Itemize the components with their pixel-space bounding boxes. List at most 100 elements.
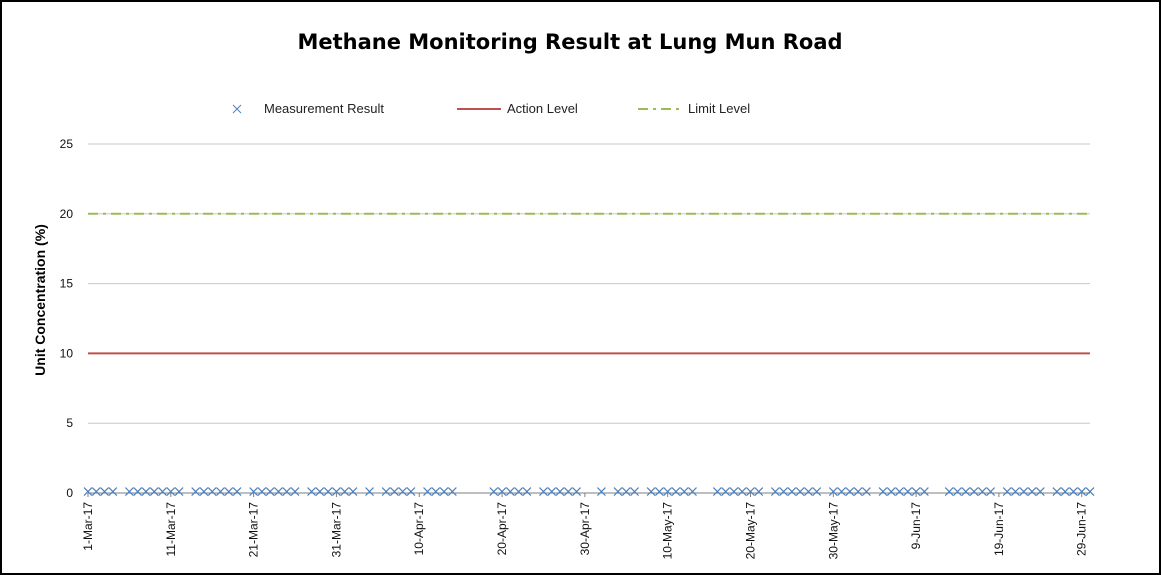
measurement-point [961, 487, 971, 497]
measurement-point [91, 487, 101, 497]
measurement-point [348, 487, 358, 497]
measurement-point [663, 487, 673, 497]
measurement-point [100, 487, 109, 497]
measurement-point [895, 487, 904, 497]
measurement-point [141, 487, 151, 497]
y-tick-label: 10 [60, 346, 74, 360]
measurement-point [754, 487, 764, 497]
measurement-point [389, 487, 399, 497]
y-tick-label: 20 [60, 207, 74, 221]
measurement-point [721, 487, 731, 497]
measurement-point [828, 487, 838, 497]
measurement-point [216, 487, 225, 497]
measurement-point [83, 487, 93, 497]
measurement-point [307, 487, 317, 497]
measurement-point [804, 487, 813, 497]
measurement-point [787, 487, 797, 497]
measurement-point [1019, 487, 1029, 497]
x-tick-label: 31-Mar-17 [329, 502, 343, 558]
measurement-point [746, 487, 755, 497]
measurement-point [861, 487, 871, 497]
measurement-point [1027, 487, 1037, 497]
measurement-point [265, 487, 275, 497]
measurement-point [837, 487, 846, 497]
measurement-point [986, 487, 996, 497]
measurement-point [812, 487, 822, 497]
measurement-point [158, 487, 167, 497]
measurement-point [878, 487, 888, 497]
legend-line-limit [638, 107, 682, 110]
legend-item-action: Action Level [457, 101, 578, 116]
measurement-point [953, 487, 962, 497]
measurement-point [853, 487, 863, 497]
legend: Measurement Result Action Level Limit Le… [0, 101, 1161, 121]
x-tick-label: 1-Mar-17 [81, 502, 95, 551]
y-tick-label: 5 [66, 416, 73, 430]
measurement-point [514, 487, 524, 497]
measurement-point [191, 487, 201, 497]
measurement-point [340, 487, 350, 497]
measurement-point [944, 487, 954, 497]
measurement-point [124, 487, 134, 497]
measurement-point [199, 487, 209, 497]
measurement-point [845, 487, 855, 497]
x-tick-label: 21-Mar-17 [247, 502, 261, 558]
measurement-point [1011, 487, 1020, 497]
x-tick-label: 11-Mar-17 [164, 502, 178, 557]
measurement-point [671, 487, 681, 497]
measurement-point [621, 487, 631, 497]
x-tick-label: 19-Jun-17 [992, 502, 1006, 556]
measurement-point [497, 487, 507, 497]
measurement-point [770, 487, 780, 497]
legend-label-limit: Limit Level [688, 101, 751, 116]
measurement-point [365, 487, 374, 497]
measurement-point [406, 487, 416, 497]
measurement-point [447, 487, 457, 497]
measurement-point [1077, 487, 1087, 497]
measurement-point [489, 487, 499, 497]
legend-label-action: Action Level [507, 101, 578, 116]
measurement-point [249, 487, 259, 497]
measurement-point [315, 487, 325, 497]
x-tick-label: 30-May-17 [826, 502, 840, 560]
chart-title: Methane Monitoring Result at Lung Mun Ro… [297, 30, 843, 54]
measurement-point [688, 487, 697, 497]
measurement-point [381, 487, 391, 497]
measurement-point [108, 487, 118, 497]
x-tick-label: 10-May-17 [661, 502, 675, 560]
measurement-point [919, 487, 929, 497]
x-tick-label: 29-Jun-17 [1075, 502, 1089, 556]
measurement-point [547, 487, 557, 497]
measurement-point [133, 487, 143, 497]
x-tick-label: 20-May-17 [743, 502, 757, 560]
measurement-point [737, 487, 747, 497]
measurement-point [613, 487, 623, 497]
measurement-point [903, 487, 913, 497]
measurement-point [232, 487, 242, 497]
measurement-point [596, 487, 606, 497]
legend-label-measurement: Measurement Result [264, 101, 384, 116]
measurement-point [207, 487, 217, 497]
measurement-point [398, 487, 408, 497]
measurement-point [969, 487, 979, 497]
x-tick-label: 20-Apr-17 [495, 502, 509, 556]
x-tick-label: 10-Apr-17 [412, 502, 426, 556]
measurement-point [431, 487, 441, 497]
measurement-point [332, 487, 341, 497]
measurement-point [1035, 487, 1045, 497]
measurement-point [174, 487, 184, 497]
x-tick-label: 9-Jun-17 [909, 502, 923, 550]
measurement-point [282, 487, 292, 497]
measurement-point [1060, 487, 1070, 497]
legend-marker-measurement [232, 104, 242, 113]
measurement-point [1069, 487, 1078, 497]
x-tick-label: 30-Apr-17 [578, 502, 592, 556]
measurement-point [1085, 487, 1095, 497]
legend-item-measurement: Measurement Result [230, 101, 384, 116]
measurement-point [977, 487, 987, 497]
measurement-point [795, 487, 805, 497]
measurement-point [630, 487, 639, 497]
measurement-point [257, 487, 267, 497]
